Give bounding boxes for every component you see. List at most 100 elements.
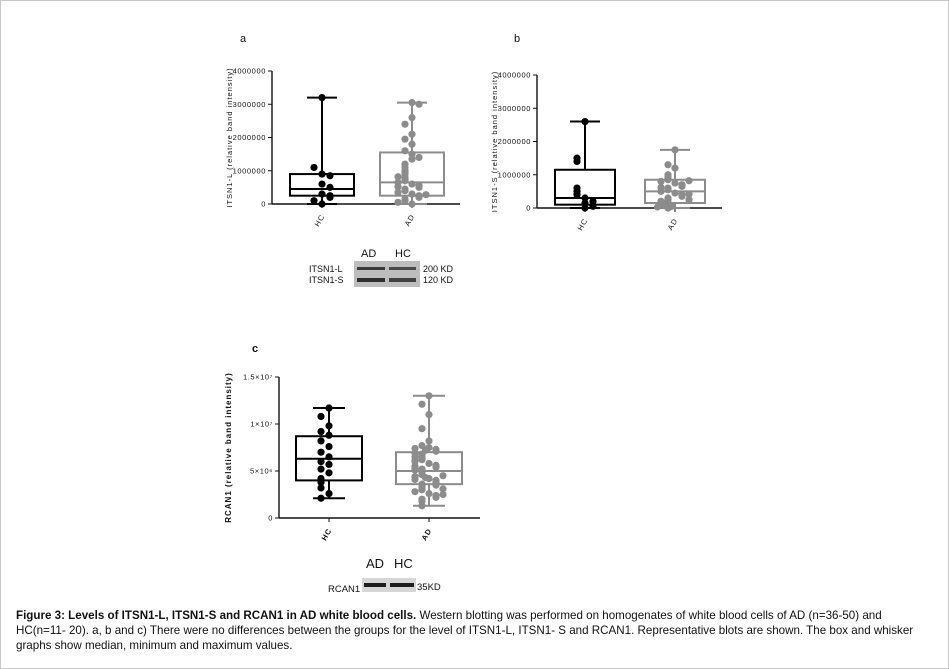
data-point <box>317 412 325 421</box>
data-point <box>581 194 589 202</box>
blot-ab-band-L-HC <box>389 267 416 270</box>
x-tick-label: HC <box>320 527 334 543</box>
y-axis-label: ITSN1-S (relative band intensity) <box>490 71 499 212</box>
figure-canvas: a b c 01000000200000030000004000000ITSN1… <box>224 33 722 595</box>
data-point <box>425 392 433 400</box>
data-point <box>432 463 440 471</box>
data-point <box>325 422 333 430</box>
data-point <box>317 494 325 502</box>
data-point <box>439 490 447 499</box>
data-point <box>408 98 416 107</box>
data-point <box>325 469 333 477</box>
data-point <box>411 488 419 496</box>
data-point <box>317 458 325 466</box>
data-point <box>657 177 665 185</box>
y-tick-label: 1000000 <box>233 166 266 175</box>
data-point <box>415 100 423 108</box>
data-point <box>425 437 433 445</box>
data-point <box>418 486 426 494</box>
blot-c-row-label: RCAN1 <box>328 584 360 595</box>
data-point <box>685 190 693 198</box>
x-tick-label: AD <box>403 213 417 228</box>
data-point <box>325 404 333 412</box>
data-point <box>415 183 423 191</box>
data-point <box>408 200 416 208</box>
data-point <box>573 191 581 199</box>
blot-c-row-size: 35KD <box>417 582 441 593</box>
data-point <box>425 411 433 419</box>
data-point <box>317 465 325 473</box>
data-point <box>318 94 326 102</box>
blot-ab-row-label-1: ITSN1-L <box>309 264 343 274</box>
blot-c-band-HC <box>390 583 414 587</box>
data-point <box>432 447 440 455</box>
blot-ab-band-S-AD <box>357 278 385 282</box>
data-point <box>411 449 419 457</box>
data-point <box>589 197 597 205</box>
data-point <box>671 146 679 154</box>
data-point <box>401 135 409 143</box>
y-tick-label: 1.5×10⁷ <box>243 373 273 382</box>
caption-text: Western blotting was performed on homoge… <box>16 609 914 652</box>
y-tick-label: 3000000 <box>233 100 266 109</box>
panel-label-c: c <box>252 343 258 355</box>
data-point <box>325 431 333 439</box>
data-point <box>394 188 402 196</box>
data-point <box>418 425 426 433</box>
data-point <box>394 198 402 206</box>
data-point <box>421 473 430 482</box>
y-tick-label: 2000000 <box>498 137 531 146</box>
y-axis-label: RCAN1 (relative band intensity) <box>224 372 233 523</box>
data-point <box>411 457 419 465</box>
blot-c-lane-1: AD <box>366 556 384 571</box>
data-point <box>664 186 672 194</box>
x-tick-label: HC <box>576 217 590 233</box>
panel-label-b: b <box>514 33 520 45</box>
data-point <box>573 157 581 166</box>
y-tick-label: 2000000 <box>233 133 266 142</box>
x-tick-label: AD <box>420 527 434 543</box>
blot-ab-band-S-HC <box>389 278 416 282</box>
data-point <box>421 446 430 454</box>
data-point <box>664 176 672 184</box>
data-point <box>394 183 402 191</box>
blot-c-lane-2: HC <box>394 556 413 571</box>
blot-ab-row-size-2: 120 KD <box>423 275 454 285</box>
data-point <box>408 155 416 163</box>
data-point <box>581 204 589 212</box>
panel-label-a: a <box>240 33 247 45</box>
data-point <box>671 164 679 172</box>
data-point <box>317 427 325 436</box>
chart-panel-c: 0 5×10⁶ 1×10⁷ 1.5×10⁷ RCAN1 (relative band i… <box>224 372 480 542</box>
data-point <box>432 481 440 489</box>
data-point <box>317 437 325 445</box>
data-point <box>401 120 409 128</box>
data-point <box>422 191 430 199</box>
blot-ab-lane-1: AD <box>361 248 376 260</box>
data-point <box>678 192 686 200</box>
y-tick-label: 1000000 <box>498 170 531 179</box>
data-point <box>418 400 426 408</box>
data-point <box>653 203 662 211</box>
data-point <box>326 193 334 201</box>
data-point <box>432 493 440 501</box>
data-point <box>418 456 426 464</box>
data-point <box>408 180 416 188</box>
figure-caption: Figure 3: Levels of ITSN1-L, ITSN1-S and… <box>16 608 934 653</box>
box-iqr <box>395 451 463 486</box>
blot-ab-membrane <box>354 261 420 287</box>
y-tick-label: 5×10⁶ <box>250 467 273 476</box>
data-point <box>310 163 318 172</box>
y-tick-label: 0 <box>261 200 266 209</box>
data-point <box>418 502 426 510</box>
data-point <box>325 489 333 498</box>
data-point <box>394 173 402 181</box>
data-point <box>318 200 326 208</box>
y-axis-label: ITSN1-L (relative band intensity) <box>225 67 234 207</box>
data-point <box>318 190 326 198</box>
data-point <box>310 197 318 205</box>
data-point <box>408 150 416 158</box>
x-tick-label: HC <box>313 213 327 229</box>
data-point <box>408 113 416 122</box>
